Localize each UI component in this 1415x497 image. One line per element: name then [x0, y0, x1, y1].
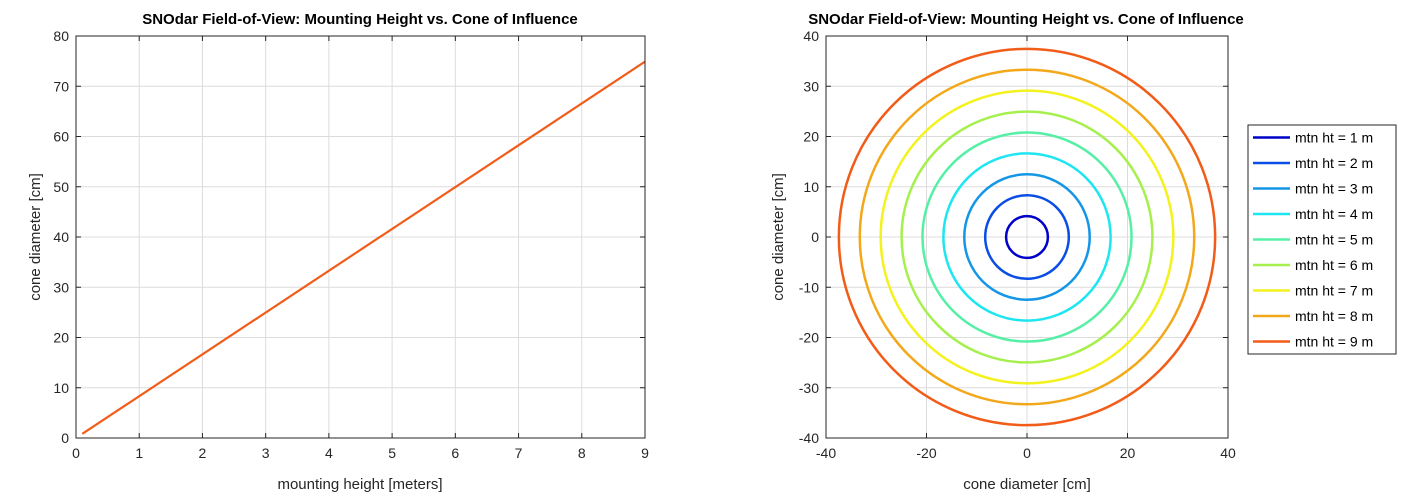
c0-y-tick-label: 60 — [53, 129, 69, 145]
c0-y-tick-label: 20 — [53, 330, 69, 346]
legend-item: mtn ht = 9 m — [1253, 334, 1373, 350]
c0-x-tick-label: 9 — [641, 445, 649, 461]
c0-x-tick-label: 8 — [578, 445, 586, 461]
c0-x-tick-label: 4 — [325, 445, 333, 461]
legend-label: mtn ht = 1 m — [1295, 130, 1373, 146]
legend-label: mtn ht = 6 m — [1295, 257, 1373, 273]
c1-y-tick-label: 30 — [803, 78, 819, 94]
c1-y-tick-label: 0 — [811, 229, 819, 245]
right-series — [837, 47, 1217, 427]
circle-mtn-ht-6 — [900, 110, 1154, 364]
c1-x-tick-label: 0 — [1023, 445, 1031, 461]
circle-mtn-ht-1 — [1004, 214, 1050, 260]
c0-x-tick-label: 3 — [262, 445, 270, 461]
c0-x-tick-label: 2 — [199, 445, 207, 461]
legend-item: mtn ht = 6 m — [1253, 257, 1373, 273]
legend-label: mtn ht = 3 m — [1295, 181, 1373, 197]
c1-x-tick-label: -20 — [916, 445, 936, 461]
c1-y-tick-label: -10 — [799, 279, 819, 295]
c0-y-tick-label: 80 — [53, 28, 69, 44]
right-y-axis-label: cone diameter [cm] — [770, 173, 787, 301]
c1-y-tick-label: 20 — [803, 129, 819, 145]
legend: mtn ht = 1 m mtn ht = 2 m mtn ht = 3 m mtn … — [1247, 124, 1397, 355]
c1-y-tick-label: 40 — [803, 28, 819, 44]
c0-y-tick-label: 0 — [61, 430, 69, 446]
c1-y-tick-label: 10 — [803, 179, 819, 195]
circle-mtn-ht-8 — [858, 68, 1196, 406]
left-x-axis-label: mounting height [meters] — [277, 476, 442, 493]
c1-x-tick-label: -40 — [816, 445, 836, 461]
legend-label: mtn ht = 4 m — [1295, 206, 1373, 222]
legend-label: mtn ht = 5 m — [1295, 232, 1373, 248]
left-ticks: 0 1 2 3 4 5 6 7 8 9 0 10 20 30 40 50 60 70 80 — [53, 28, 649, 461]
left-y-axis-label: cone diameter [cm] — [27, 173, 44, 301]
c1-y-tick-label: -20 — [799, 330, 819, 346]
c0-y-tick-label: 10 — [53, 380, 69, 396]
left-chart-title: SNOdar Field-of-View: Mounting Height vs… — [142, 11, 578, 28]
legend-item: mtn ht = 2 m — [1253, 155, 1373, 171]
left-chart: SNOdar Field-of-View: Mounting Height vs… — [27, 11, 649, 493]
circle-mtn-ht-5 — [921, 131, 1133, 343]
circle-mtn-ht-9 — [837, 47, 1217, 427]
right-ticks: -40 -20 0 20 40 -40 -30 -20 -10 0 10 20 30 40 — [799, 28, 1236, 461]
c0-x-tick-label: 6 — [451, 445, 459, 461]
legend-label: mtn ht = 9 m — [1295, 334, 1373, 350]
legend-item: mtn ht = 1 m — [1253, 130, 1373, 146]
circle-mtn-ht-3 — [963, 173, 1091, 301]
c1-x-tick-label: 40 — [1220, 445, 1236, 461]
legend-item: mtn ht = 8 m — [1253, 308, 1373, 324]
left-series-line-1 — [81, 60, 646, 435]
legend-label: mtn ht = 8 m — [1295, 308, 1373, 324]
circle-mtn-ht-2 — [983, 193, 1071, 281]
legend-label: mtn ht = 2 m — [1295, 155, 1373, 171]
legend-item: mtn ht = 4 m — [1253, 206, 1373, 222]
c1-y-tick-label: -30 — [799, 380, 819, 396]
c0-x-tick-label: 0 — [72, 445, 80, 461]
legend-item: mtn ht = 7 m — [1253, 283, 1373, 299]
circle-mtn-ht-7 — [879, 89, 1175, 385]
right-chart-title: SNOdar Field-of-View: Mounting Height vs… — [808, 11, 1244, 28]
c0-y-tick-label: 30 — [53, 279, 69, 295]
c0-y-tick-label: 50 — [53, 179, 69, 195]
left-series — [81, 60, 646, 435]
legend-label: mtn ht = 7 m — [1295, 283, 1373, 299]
c1-x-tick-label: 20 — [1120, 445, 1136, 461]
c0-x-tick-label: 7 — [515, 445, 523, 461]
legend-item: mtn ht = 5 m — [1253, 232, 1373, 248]
c0-y-tick-label: 40 — [53, 229, 69, 245]
c0-x-tick-label: 5 — [388, 445, 396, 461]
legend-item: mtn ht = 3 m — [1253, 181, 1373, 197]
right-x-axis-label: cone diameter [cm] — [963, 476, 1091, 493]
circle-mtn-ht-4 — [942, 152, 1112, 322]
c0-x-tick-label: 1 — [135, 445, 143, 461]
c0-y-tick-label: 70 — [53, 78, 69, 94]
c1-y-tick-label: -40 — [799, 430, 819, 446]
right-chart: SNOdar Field-of-View: Mounting Height vs… — [770, 11, 1397, 493]
